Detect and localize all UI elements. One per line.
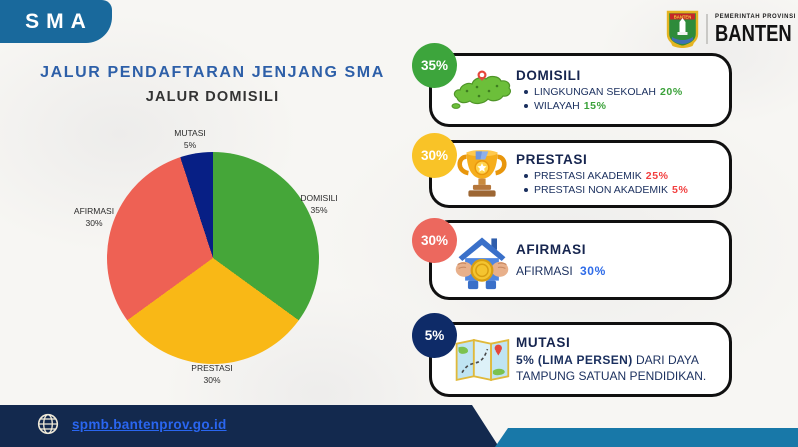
page-title: JALUR PENDAFTARAN JENJANG SMA: [40, 64, 385, 81]
footer-accent-strip: [495, 428, 798, 447]
footer-bar: [0, 405, 499, 447]
bullet-lingkungan-sekolah: LINGKUNGAN SEKOLAH 20%: [524, 86, 721, 98]
pie-label-domisili: DOMISILI 35%: [300, 193, 338, 215]
bullet-prestasi-akademik: PRESTASI AKADEMIK 25%: [524, 170, 721, 182]
card-badge-domisili: 35%: [412, 43, 457, 88]
card-badge-afirmasi: 30%: [412, 218, 457, 263]
card-badge-prestasi: 30%: [412, 133, 457, 178]
card-title-afirmasi: AFIRMASI: [516, 242, 587, 257]
pie-label-afirmasi: AFIRMASI 30%: [73, 206, 115, 228]
page-subtitle: JALUR DOMISILI: [145, 89, 280, 105]
folded-map-route-icon: [448, 336, 516, 384]
pie-chart: [107, 152, 319, 364]
program-badge-label: SMA: [25, 9, 93, 33]
banten-shield-icon: BANTEN: [666, 10, 699, 48]
house-hands-coin-icon: [448, 229, 516, 291]
pie-label-mutasi: MUTASI 5%: [174, 128, 206, 150]
pie-label-prestasi: PRESTASI 30%: [191, 363, 233, 385]
logo-divider: [706, 14, 708, 44]
card-afirmasi: AFIRMASI AFIRMASI 30%: [429, 220, 732, 300]
card-title-prestasi: PRESTASI: [516, 152, 588, 167]
shield-banner-text: BANTEN: [674, 14, 691, 19]
title-block: JALUR PENDAFTARAN JENJANG SMA JALUR DOMI…: [20, 64, 405, 105]
bullet-wilayah: WILAYAH 15%: [524, 100, 721, 112]
card-badge-mutasi: 5%: [412, 313, 457, 358]
government-line2: BANTEN: [715, 19, 792, 46]
card-title-mutasi: MUTASI: [516, 334, 571, 350]
government-line1: PEMERINTAH PROVINSI: [715, 13, 796, 20]
trophy-icon: [448, 144, 516, 204]
website-link[interactable]: spmb.bantenprov.go.id: [72, 417, 227, 432]
mutasi-description: 5% (LIMA PERSEN) DARI DAYA TAMPUNG SATUA…: [516, 352, 707, 383]
card-domisili: DOMISILI LINGKUNGAN SEKOLAH 20% WILAYAH …: [429, 53, 732, 127]
program-badge: SMA: [0, 0, 112, 43]
card-prestasi: PRESTASI PRESTASI AKADEMIK 25% PRESTASI …: [429, 140, 732, 208]
globe-icon: [37, 413, 59, 435]
banten-island-map-icon: [448, 67, 516, 113]
card-mutasi: MUTASI 5% (LIMA PERSEN) DARI DAYA TAMPUN…: [429, 322, 732, 397]
card-title-domisili: DOMISILI: [516, 68, 581, 83]
afirmasi-detail: AFIRMASI 30%: [516, 264, 606, 278]
government-logo-block: BANTEN PEMERINTAH PROVINSI BANTEN: [666, 10, 798, 48]
bullet-prestasi-non-akademik: PRESTASI NON AKADEMIK 5%: [524, 184, 721, 196]
